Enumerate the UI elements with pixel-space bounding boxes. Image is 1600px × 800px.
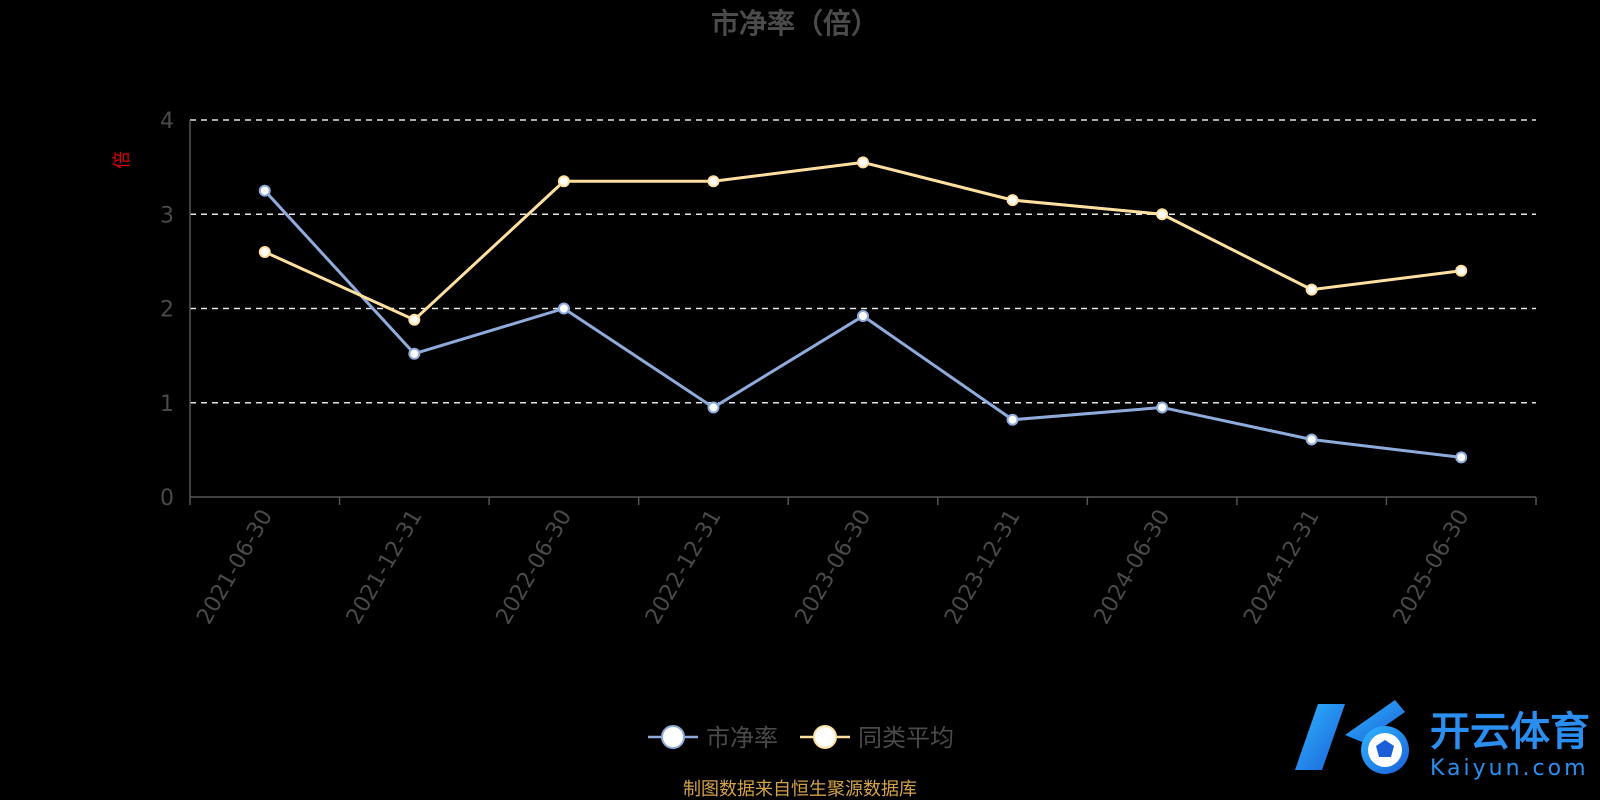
legend-label: 同类平均: [858, 724, 954, 752]
y-axis-label: 倍: [112, 151, 133, 169]
x-tick-label: 2023-12-31: [940, 506, 1026, 629]
data-source-note: 制图数据来自恒生聚源数据库: [683, 779, 917, 800]
data-point[interactable]: [1455, 451, 1468, 464]
data-point[interactable]: [1305, 433, 1318, 446]
watermark-text-en: Kaiyun.com: [1430, 756, 1589, 781]
watermark-logo: 开云体育 Kaiyun.com: [1295, 700, 1590, 781]
data-point[interactable]: [707, 401, 720, 414]
legend-marker-icon: [661, 725, 685, 749]
chart-title: 市净率（倍）: [711, 7, 879, 40]
x-tick-label: 2024-06-30: [1090, 506, 1176, 629]
x-tick-label: 2025-06-30: [1389, 506, 1475, 629]
y-tick-label: 4: [160, 109, 174, 134]
data-point[interactable]: [408, 313, 421, 326]
data-point[interactable]: [1455, 264, 1468, 277]
logo-k-icon: [1295, 700, 1409, 774]
y-tick-label: 1: [160, 392, 174, 417]
data-point[interactable]: [258, 184, 271, 197]
x-tick-label: 2021-12-31: [342, 506, 428, 629]
data-point[interactable]: [557, 175, 570, 188]
grid-layer: [190, 119, 1536, 404]
axis-layer: 0 1 2 3 4 2021-06-30 2021-12-31 2022-06-30 2022-…: [160, 109, 1537, 629]
legend-label: 市净率: [706, 724, 778, 752]
data-point[interactable]: [707, 175, 720, 188]
watermark-text-cn: 开云体育: [1430, 709, 1590, 755]
data-point[interactable]: [408, 347, 421, 360]
data-point[interactable]: [857, 310, 869, 323]
data-point[interactable]: [557, 302, 570, 315]
legend[interactable]: 市净率 同类平均: [648, 724, 954, 752]
data-point[interactable]: [1156, 208, 1169, 221]
series-line-1: [264, 160, 1462, 322]
series-layer: [258, 156, 1468, 464]
legend-marker-icon: [813, 725, 837, 749]
data-point[interactable]: [258, 245, 271, 258]
x-tick-label: 2021-06-30: [192, 506, 278, 629]
data-point[interactable]: [1006, 413, 1019, 426]
data-point[interactable]: [1006, 194, 1019, 207]
legend-item-1[interactable]: 同类平均: [800, 724, 954, 752]
x-tick-label: 2023-06-30: [791, 506, 877, 629]
data-point[interactable]: [1156, 401, 1169, 414]
x-tick-label: 2022-12-31: [641, 506, 727, 629]
series-line-0: [263, 189, 1462, 459]
y-tick-label: 3: [160, 203, 174, 228]
x-tick-label: 2022-06-30: [492, 506, 578, 629]
data-point[interactable]: [857, 156, 869, 169]
y-tick-label: 2: [160, 298, 174, 323]
x-tick-label: 2024-12-31: [1239, 506, 1325, 629]
legend-item-0[interactable]: 市净率: [648, 724, 778, 752]
data-point[interactable]: [1305, 283, 1318, 296]
y-tick-label: 0: [160, 486, 174, 511]
